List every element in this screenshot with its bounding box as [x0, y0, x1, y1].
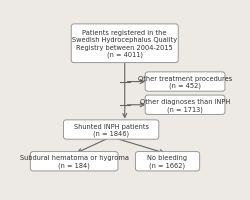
FancyBboxPatch shape — [144, 73, 224, 92]
FancyBboxPatch shape — [135, 152, 199, 171]
FancyBboxPatch shape — [71, 25, 178, 63]
Text: Other treatment procedures
(n = 452): Other treatment procedures (n = 452) — [138, 75, 231, 89]
Text: Other diagnoses than INPH
(n = 1713): Other diagnoses than INPH (n = 1713) — [139, 98, 229, 112]
Text: No bleeding
(n = 1662): No bleeding (n = 1662) — [147, 155, 187, 168]
Text: Subdural hematoma or hygroma
(n = 184): Subdural hematoma or hygroma (n = 184) — [20, 155, 128, 168]
FancyBboxPatch shape — [30, 152, 118, 171]
FancyBboxPatch shape — [144, 96, 224, 115]
FancyBboxPatch shape — [63, 120, 158, 140]
Text: Patients registered in the
Swedish Hydrocephalus Quality
Registry between 2004-2: Patients registered in the Swedish Hydro… — [72, 30, 176, 58]
Text: Shunted INPH patients
(n = 1846): Shunted INPH patients (n = 1846) — [73, 123, 148, 137]
